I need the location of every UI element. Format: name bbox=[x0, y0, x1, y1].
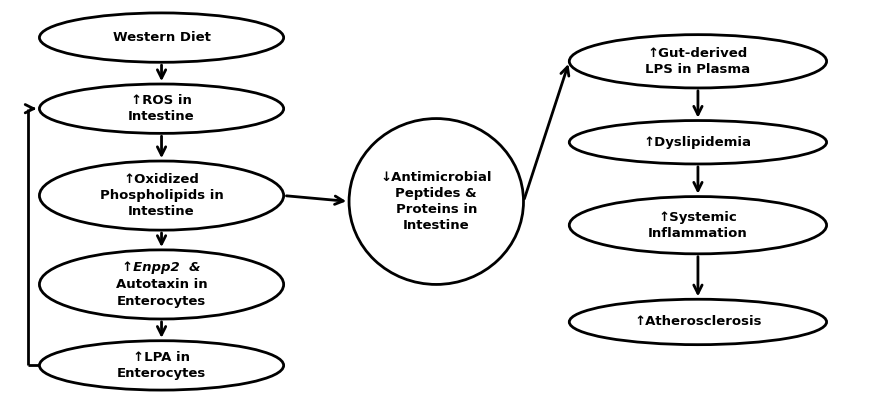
Text: ↑Gut-derived
LPS in Plasma: ↑Gut-derived LPS in Plasma bbox=[645, 47, 750, 76]
Text: ↑Oxidized
Phospholipids in
Intestine: ↑Oxidized Phospholipids in Intestine bbox=[100, 173, 223, 218]
Ellipse shape bbox=[39, 161, 284, 230]
Ellipse shape bbox=[570, 35, 827, 88]
Ellipse shape bbox=[39, 84, 284, 133]
Ellipse shape bbox=[39, 250, 284, 319]
Text: ↓Antimicrobial
Peptides &
Proteins in
Intestine: ↓Antimicrobial Peptides & Proteins in In… bbox=[381, 171, 492, 232]
Text: ↑LPA in
Enterocytes: ↑LPA in Enterocytes bbox=[117, 351, 206, 380]
Text: ↑ROS in
Intestine: ↑ROS in Intestine bbox=[128, 94, 195, 123]
Ellipse shape bbox=[570, 120, 827, 164]
Ellipse shape bbox=[349, 118, 523, 285]
Text: ↑Atherosclerosis: ↑Atherosclerosis bbox=[635, 316, 762, 328]
Ellipse shape bbox=[570, 197, 827, 254]
Ellipse shape bbox=[570, 299, 827, 345]
Ellipse shape bbox=[39, 13, 284, 62]
Text: ↑Enpp2  &: ↑Enpp2 & bbox=[122, 261, 201, 274]
Text: ↑Dyslipidemia: ↑Dyslipidemia bbox=[644, 136, 752, 149]
Text: ↑Systemic
Inflammation: ↑Systemic Inflammation bbox=[648, 211, 748, 240]
Ellipse shape bbox=[39, 341, 284, 390]
Text: Autotaxin in: Autotaxin in bbox=[116, 278, 207, 291]
Text: Enterocytes: Enterocytes bbox=[117, 295, 206, 308]
Text: Western Diet: Western Diet bbox=[113, 31, 210, 44]
